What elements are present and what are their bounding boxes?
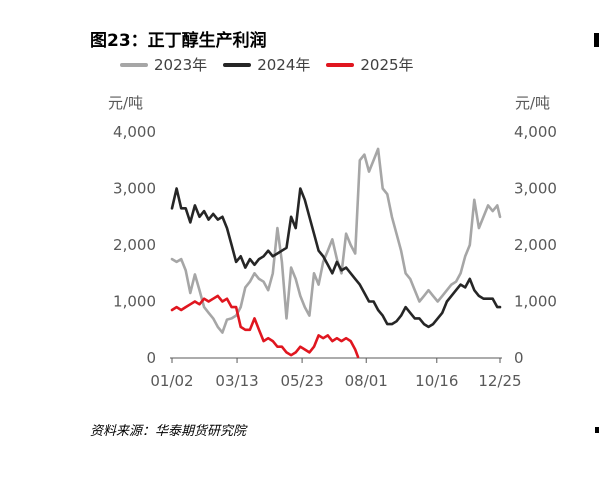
series-line-2024年 [170, 187, 502, 329]
y-axis-unit-left: 元/吨 [108, 94, 144, 112]
legend-swatch-2023 [120, 62, 148, 67]
adjacent-source-edge [595, 427, 599, 433]
legend-label-2024: 2024年 [257, 56, 311, 74]
legend-item-2025: 2025年 [326, 54, 414, 75]
y-tick-label-right: 1,000 [514, 293, 557, 311]
legend-item-2023: 2023年 [120, 54, 207, 75]
x-tick-label: 01/02 [150, 372, 193, 390]
source-note: 资料来源：华泰期货研究院 [90, 424, 247, 439]
y-tick-label-left: 3,000 [113, 180, 156, 198]
x-tick-label: 08/01 [345, 372, 388, 390]
y-tick-label-left: 1,000 [113, 293, 156, 311]
legend-swatch-2024 [223, 62, 252, 67]
x-tick-label: 12/25 [478, 372, 521, 390]
legend-label-2025: 2025年 [360, 56, 414, 74]
y-axis-unit-right: 元/吨 [515, 94, 551, 112]
y-tick-label-right: 3,000 [514, 180, 557, 198]
y-tick-label-left: 2,000 [113, 236, 156, 254]
legend-label-2023: 2023年 [154, 56, 208, 74]
y-tick-label-left: 4,000 [113, 123, 156, 141]
y-tick-label-right: 2,000 [514, 236, 557, 254]
legend: 2023年 2024年 2025年 [120, 54, 414, 75]
legend-item-2024: 2024年 [223, 54, 310, 75]
y-tick-label-right: 4,000 [514, 123, 557, 141]
legend-swatch-2025 [326, 62, 355, 67]
series-line-2025年 [170, 294, 360, 359]
y-tick-label-right: 0 [514, 349, 524, 367]
y-tick-label-left: 0 [146, 349, 156, 367]
chart-title: 图23：正丁醇生产利润 [90, 31, 267, 51]
x-tick-label: 05/23 [280, 372, 323, 390]
x-tick-label: 03/13 [215, 372, 258, 390]
adjacent-figure-edge [594, 33, 599, 47]
x-tick-label: 10/16 [415, 372, 458, 390]
series-line-2023年 [170, 147, 502, 334]
